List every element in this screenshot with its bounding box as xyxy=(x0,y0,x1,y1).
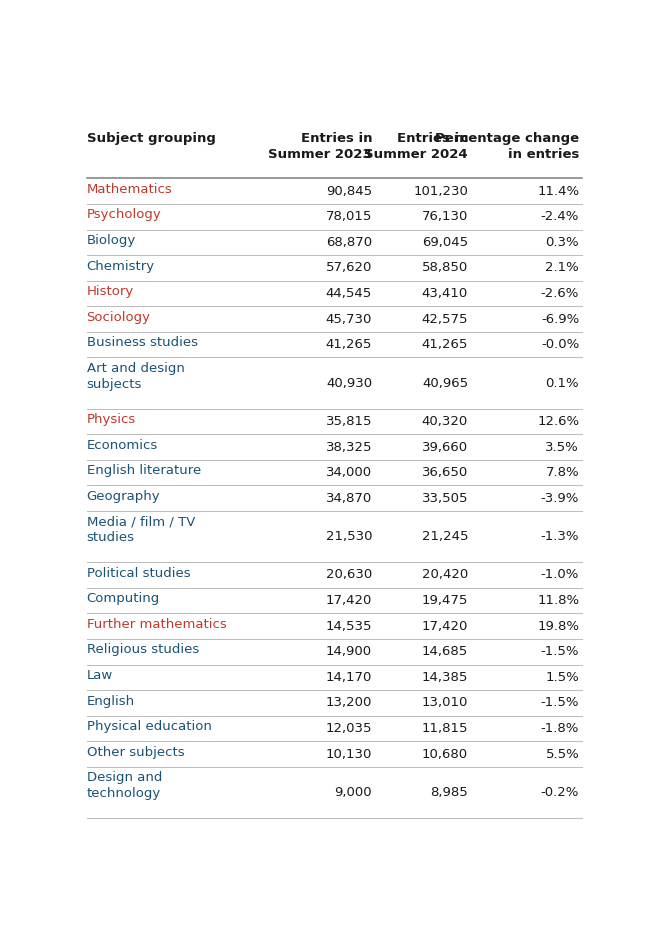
Text: Other subjects: Other subjects xyxy=(87,746,184,759)
Text: -1.5%: -1.5% xyxy=(541,645,579,658)
Text: Mathematics: Mathematics xyxy=(87,182,172,196)
Text: 10,130: 10,130 xyxy=(325,748,372,761)
Text: 35,815: 35,815 xyxy=(325,415,372,428)
Text: 5.5%: 5.5% xyxy=(546,748,579,761)
Text: Physics: Physics xyxy=(87,413,136,426)
Text: 20,630: 20,630 xyxy=(326,568,372,581)
Text: Further mathematics: Further mathematics xyxy=(87,618,226,631)
Text: 20,420: 20,420 xyxy=(422,568,468,581)
Text: 76,130: 76,130 xyxy=(422,210,468,223)
Text: 33,505: 33,505 xyxy=(422,492,468,504)
Text: 11,815: 11,815 xyxy=(422,722,468,735)
Text: 14,170: 14,170 xyxy=(325,671,372,684)
Text: 34,870: 34,870 xyxy=(326,492,372,504)
Text: Chemistry: Chemistry xyxy=(87,259,155,273)
Text: 58,850: 58,850 xyxy=(422,261,468,275)
Text: 2.1%: 2.1% xyxy=(546,261,579,275)
Text: 69,045: 69,045 xyxy=(422,236,468,249)
Text: 90,845: 90,845 xyxy=(326,184,372,198)
Text: 0.1%: 0.1% xyxy=(546,376,579,390)
Text: 17,420: 17,420 xyxy=(422,619,468,633)
Text: -2.4%: -2.4% xyxy=(541,210,579,223)
Text: 42,575: 42,575 xyxy=(422,313,468,326)
Text: 78,015: 78,015 xyxy=(325,210,372,223)
Text: 40,965: 40,965 xyxy=(422,376,468,390)
Text: Percentage change
in entries: Percentage change in entries xyxy=(435,131,579,161)
Text: -1.3%: -1.3% xyxy=(541,530,579,543)
Text: Entries in
Summer 2024: Entries in Summer 2024 xyxy=(364,131,468,161)
Text: 40,320: 40,320 xyxy=(422,415,468,428)
Text: 0.3%: 0.3% xyxy=(546,236,579,249)
Text: 11.8%: 11.8% xyxy=(537,594,579,607)
Text: 13,010: 13,010 xyxy=(422,696,468,710)
Text: 17,420: 17,420 xyxy=(325,594,372,607)
Text: 14,535: 14,535 xyxy=(325,619,372,633)
Text: 12,035: 12,035 xyxy=(325,722,372,735)
Text: 39,660: 39,660 xyxy=(422,441,468,453)
Text: Geography: Geography xyxy=(87,490,160,503)
Text: English literature: English literature xyxy=(87,465,201,477)
Text: 57,620: 57,620 xyxy=(325,261,372,275)
Text: -3.9%: -3.9% xyxy=(541,492,579,504)
Text: 41,265: 41,265 xyxy=(422,338,468,352)
Text: 68,870: 68,870 xyxy=(326,236,372,249)
Text: 36,650: 36,650 xyxy=(422,466,468,479)
Text: 12.6%: 12.6% xyxy=(537,415,579,428)
Text: Business studies: Business studies xyxy=(87,336,198,350)
Text: Subject grouping: Subject grouping xyxy=(87,131,215,144)
Text: -1.0%: -1.0% xyxy=(541,568,579,581)
Text: -2.6%: -2.6% xyxy=(541,287,579,300)
Text: 43,410: 43,410 xyxy=(422,287,468,300)
Text: Computing: Computing xyxy=(87,592,160,605)
Text: History: History xyxy=(87,285,134,298)
Text: 8,985: 8,985 xyxy=(430,786,468,799)
Text: Art and design
subjects: Art and design subjects xyxy=(87,362,185,390)
Text: -0.2%: -0.2% xyxy=(541,786,579,799)
Text: Psychology: Psychology xyxy=(87,208,161,221)
Text: 40,930: 40,930 xyxy=(326,376,372,390)
Text: 19,475: 19,475 xyxy=(422,594,468,607)
Text: 11.4%: 11.4% xyxy=(537,184,579,198)
Text: Physical education: Physical education xyxy=(87,720,211,733)
Text: 44,545: 44,545 xyxy=(326,287,372,300)
Text: Biology: Biology xyxy=(87,234,136,247)
Text: Entries in
Summer 2023: Entries in Summer 2023 xyxy=(269,131,372,161)
Text: 19.8%: 19.8% xyxy=(537,619,579,633)
Text: Law: Law xyxy=(87,669,113,682)
Text: 3.5%: 3.5% xyxy=(546,441,579,453)
Text: Religious studies: Religious studies xyxy=(87,643,199,656)
Text: Media / film / TV
studies: Media / film / TV studies xyxy=(87,516,195,544)
Text: 41,265: 41,265 xyxy=(325,338,372,352)
Text: 101,230: 101,230 xyxy=(413,184,468,198)
Text: -6.9%: -6.9% xyxy=(541,313,579,326)
Text: English: English xyxy=(87,694,135,708)
Text: 14,685: 14,685 xyxy=(422,645,468,658)
Text: 1.5%: 1.5% xyxy=(546,671,579,684)
Text: 45,730: 45,730 xyxy=(325,313,372,326)
Text: 9,000: 9,000 xyxy=(334,786,372,799)
Text: Political studies: Political studies xyxy=(87,566,190,580)
Text: 14,385: 14,385 xyxy=(422,671,468,684)
Text: Sociology: Sociology xyxy=(87,311,151,324)
Text: 10,680: 10,680 xyxy=(422,748,468,761)
Text: -1.8%: -1.8% xyxy=(541,722,579,735)
Text: Design and
technology: Design and technology xyxy=(87,771,162,800)
Text: 21,245: 21,245 xyxy=(422,530,468,543)
Text: 14,900: 14,900 xyxy=(326,645,372,658)
Text: 34,000: 34,000 xyxy=(326,466,372,479)
Text: 7.8%: 7.8% xyxy=(546,466,579,479)
Text: -0.0%: -0.0% xyxy=(541,338,579,352)
Text: 13,200: 13,200 xyxy=(325,696,372,710)
Text: 38,325: 38,325 xyxy=(325,441,372,453)
Text: 21,530: 21,530 xyxy=(325,530,372,543)
Text: Economics: Economics xyxy=(87,439,158,451)
Text: -1.5%: -1.5% xyxy=(541,696,579,710)
